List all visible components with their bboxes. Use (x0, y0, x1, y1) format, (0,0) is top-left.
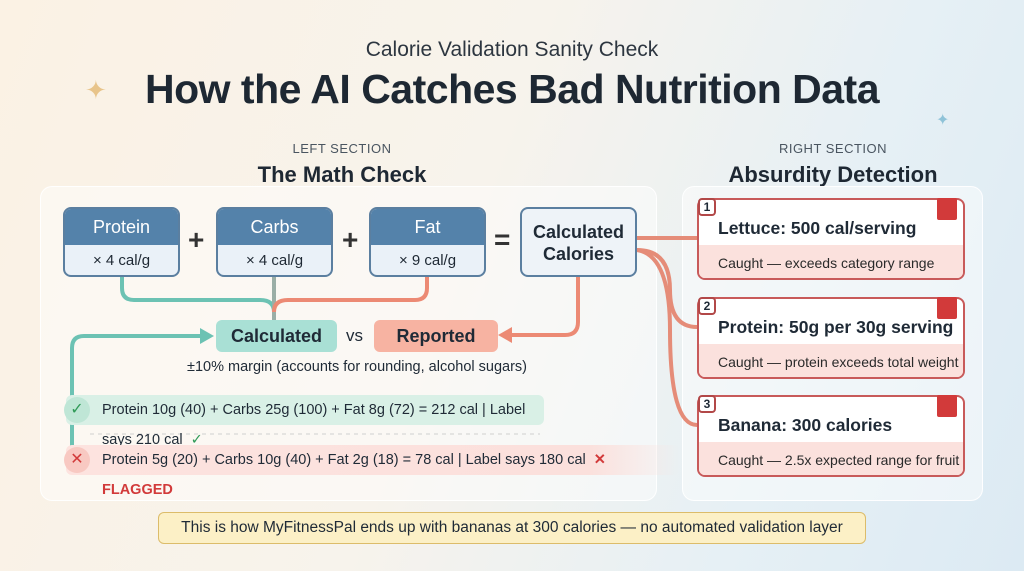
macro-factor: × 9 cal/g (398, 252, 457, 269)
example-text: Protein 10g (40) + Carbs 25g (100) + Fat… (102, 402, 526, 448)
card-detail: Caught — protein exceeds total weight (699, 344, 963, 377)
fat-connector (272, 277, 429, 313)
macro-factor: × 4 cal/g (92, 252, 151, 269)
card-title: Protein: 50g per 30g serving (718, 317, 954, 337)
card-detail: Caught — exceeds category range (699, 245, 963, 278)
plus-sign: + (342, 224, 359, 255)
left-section-label: LEFT SECTION (292, 141, 392, 156)
example-text: Protein 5g (20) + Carbs 10g (40) + Fat 2… (102, 452, 586, 468)
protein-connector (120, 277, 276, 320)
fail-example-row: ✕ Protein 5g (20) + Carbs 10g (40) + Fat… (64, 445, 680, 498)
calculated-to-reported-connector (510, 277, 580, 337)
calculated-pill: Calculated (216, 320, 337, 352)
card2-connector (636, 248, 698, 329)
loop-connector (70, 334, 200, 455)
equals-sign: = (494, 224, 511, 255)
check-icon: ✓ (64, 397, 90, 423)
right-section-title: Absurdity Detection (728, 162, 938, 187)
sparkle-icon: ✦ (936, 112, 950, 129)
card-title: Lettuce: 500 cal/serving (718, 218, 917, 238)
plus-sign: + (188, 224, 205, 255)
flagged-badge: ✕ FLAGGED (102, 452, 606, 498)
absurdity-card: Banana: 300 calories Caught — 2.5x expec… (697, 395, 965, 477)
macro-name: Protein (65, 209, 178, 245)
card3-connector (636, 248, 698, 427)
flag-icon (937, 297, 957, 319)
subtitle: Calorie Validation Sanity Check (365, 38, 659, 61)
x-icon: ✕ (64, 447, 90, 473)
fat-box: Fat × 9 cal/g (369, 207, 486, 277)
card-number-badge: 1 (698, 198, 716, 216)
left-section-title: The Math Check (257, 162, 427, 187)
margin-note: ±10% margin (accounts for rounding, alco… (186, 359, 528, 375)
arrow-head (200, 328, 214, 344)
macro-name: Fat (371, 209, 484, 245)
card-number-badge: 3 (698, 395, 716, 413)
right-section-label: RIGHT SECTION (778, 141, 888, 156)
footer-note: This is how MyFitnessPal ends up with ba… (158, 512, 866, 544)
macro-factor: × 4 cal/g (245, 252, 304, 269)
sparkle-icon: ✦ (85, 75, 107, 105)
vs-label: vs (346, 326, 363, 345)
pass-example-row: ✓ Protein 10g (40) + Carbs 25g (100) + F… (64, 395, 544, 448)
protein-box: Protein × 4 cal/g (63, 207, 180, 277)
flag-icon (937, 395, 957, 417)
card-detail: Caught — 2.5x expected range for fruit (699, 442, 963, 475)
carbs-box: Carbs × 4 cal/g (216, 207, 333, 277)
macro-name: Carbs (218, 209, 331, 245)
flag-icon (937, 198, 957, 220)
reported-pill: Reported (374, 320, 498, 352)
page-title: How the AI Catches Bad Nutrition Data (145, 66, 880, 112)
calculated-calories-box: Calculated Calories (520, 207, 637, 277)
card-title: Banana: 300 calories (718, 415, 893, 435)
absurdity-card: Lettuce: 500 cal/serving Caught — exceed… (697, 198, 965, 280)
arrow-head (498, 327, 512, 343)
pass-check-icon: ✓ (190, 432, 203, 448)
card-number-badge: 2 (698, 297, 716, 315)
absurdity-card: Protein: 50g per 30g serving Caught — pr… (697, 297, 965, 379)
